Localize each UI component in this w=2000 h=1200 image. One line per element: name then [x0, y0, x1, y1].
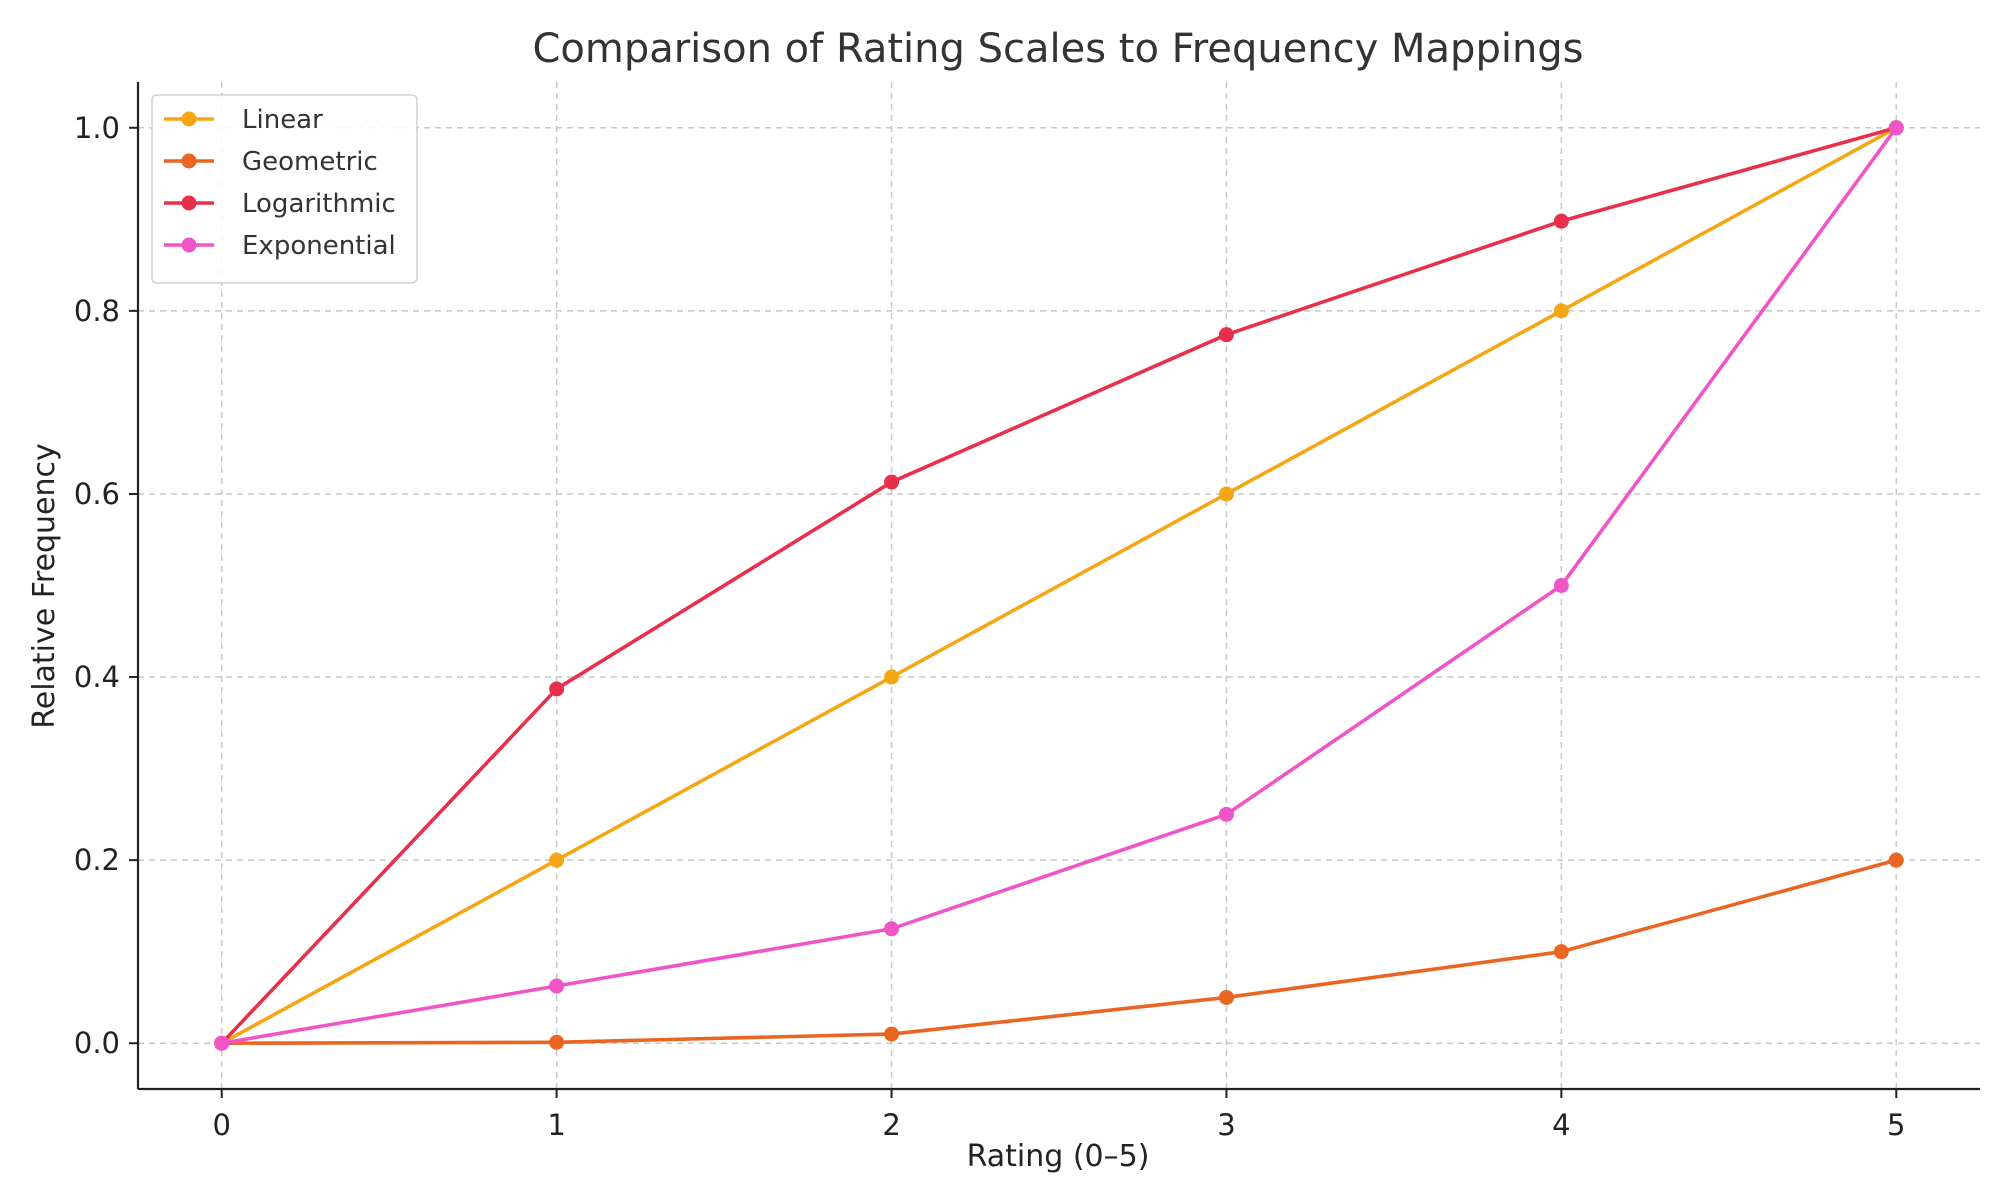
y-axis-ticks: 0.0 0.2 0.4 0.6 0.8 1.0 [74, 111, 138, 1060]
legend-item-geometric: Geometric [164, 147, 378, 177]
data-point-logarithmic [1553, 213, 1569, 229]
y-tick-label: 0.0 [74, 1026, 120, 1060]
data-point-linear [884, 669, 900, 685]
legend-swatch-marker [181, 153, 197, 169]
y-tick-label: 0.4 [74, 660, 120, 694]
x-tick-label: 2 [882, 1108, 900, 1142]
legend-swatch-marker [181, 111, 197, 127]
data-point-exponential [214, 1035, 230, 1051]
y-tick-label: 0.6 [74, 477, 120, 511]
y-tick-label: 1.0 [74, 111, 120, 145]
legend-box [151, 94, 418, 284]
legend-swatch-marker [181, 195, 197, 211]
series-line-logarithmic [219, 125, 1899, 1046]
y-axis-label: Relative Frequency [27, 443, 62, 729]
grid-lines [138, 82, 1980, 1089]
chart-title: Comparison of Rating Scales to Frequency… [532, 26, 1583, 72]
data-point-geometric [1888, 852, 1904, 868]
data-point-exponential [1553, 578, 1569, 593]
axes [136, 82, 1980, 1091]
legend-item-linear: Linear [164, 105, 323, 135]
legend-label: Logarithmic [242, 189, 396, 219]
data-point-exponential [1218, 806, 1234, 822]
legend-label: Geometric [242, 147, 378, 177]
x-tick-label: 3 [1217, 1108, 1235, 1142]
series-line-linear [219, 125, 1899, 1046]
legend-item-logarithmic: Logarithmic [164, 189, 396, 219]
data-point-logarithmic [549, 681, 565, 697]
data-point-logarithmic [884, 474, 900, 490]
data-point-geometric [884, 1026, 900, 1042]
data-point-geometric [1553, 944, 1569, 960]
y-tick-label: 0.8 [74, 294, 120, 328]
data-point-exponential [884, 921, 900, 937]
legend: Linear Geometric Logarithmic Exponential [151, 94, 418, 284]
series-line-exponential [219, 125, 1899, 1046]
x-tick-label: 5 [1887, 1108, 1905, 1142]
data-point-logarithmic [1218, 327, 1234, 343]
data-point-linear [1553, 303, 1569, 319]
x-tick-label: 0 [213, 1108, 231, 1142]
data-series [214, 120, 1904, 1051]
series-exponential [214, 120, 1904, 1051]
data-point-linear [549, 852, 565, 868]
legend-swatch-marker [181, 237, 197, 253]
legend-label: Exponential [242, 231, 396, 261]
data-point-linear [1218, 486, 1234, 502]
x-axis-label: Rating (0–5) [967, 1139, 1150, 1174]
y-tick-label: 0.2 [74, 843, 120, 877]
legend-label: Linear [242, 105, 323, 135]
x-tick-label: 4 [1552, 1108, 1570, 1142]
series-line-geometric [219, 858, 1899, 1046]
data-point-exponential [549, 978, 565, 994]
data-point-geometric [549, 1034, 565, 1050]
series-geometric [214, 852, 1904, 1051]
data-point-geometric [1218, 989, 1234, 1005]
legend-item-exponential: Exponential [164, 231, 396, 261]
series-linear [214, 120, 1904, 1051]
x-axis-ticks: 0 1 2 3 4 5 [213, 1089, 1905, 1142]
x-tick-label: 1 [547, 1108, 565, 1142]
data-point-exponential [1888, 120, 1904, 136]
